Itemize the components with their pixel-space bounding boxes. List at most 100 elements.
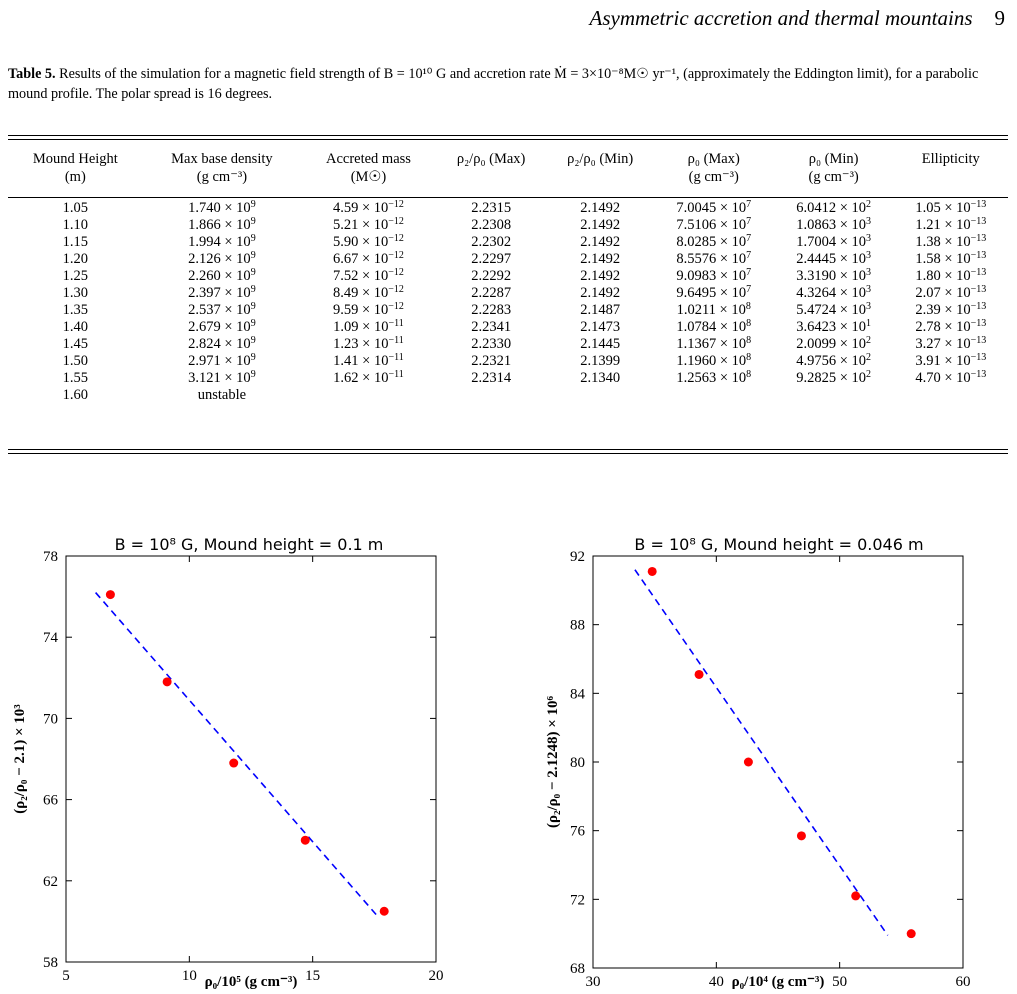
- results-table: Mound Height (m) Max base density (g cm⁻³)…: [8, 150, 1008, 404]
- table-row: 1.30 2.397 × 109 8.49 × 10−12 2.2287 2.1492 9…: [8, 285, 1008, 302]
- table-cell: 2.260 × 109: [188, 267, 256, 285]
- table-cell: 1.55: [62, 370, 88, 386]
- y-tick-label: 80: [570, 755, 585, 771]
- table-cell: 6.0412 × 102: [796, 199, 872, 217]
- table-cell: 1.15: [62, 234, 88, 250]
- table-cell: 2.2292: [471, 268, 512, 284]
- table-cell: 3.27 × 10−13: [915, 335, 987, 353]
- chart-title: B = 10⁸ G, Mound height = 0.1 m: [115, 535, 384, 554]
- running-title: Asymmetric accretion and thermal mountai…: [589, 6, 973, 30]
- table-cell: 7.5106 × 107: [676, 216, 752, 234]
- plot-frame: [592, 555, 964, 969]
- table-cell: 6.67 × 10−12: [332, 250, 404, 268]
- axis-ticks: 5 10 15 20 58 62 66 70 74 78: [43, 549, 444, 984]
- table-row: 1.15 1.994 × 109 5.90 × 10−12 2.2302 2.1492 8…: [8, 234, 1008, 251]
- data-point: [647, 566, 657, 576]
- table-row: 1.50 2.971 × 109 1.41 × 10−11 2.2321 2.1399 1…: [8, 353, 1008, 370]
- table-cell: 7.52 × 10−12: [332, 267, 404, 285]
- table-cell: 1.866 × 109: [188, 216, 256, 234]
- table-cell: 1.05 × 10−13: [915, 199, 987, 217]
- y-tick-label: 76: [570, 824, 586, 840]
- table-cell: 2.2330: [471, 336, 512, 352]
- table-cell: 1.41 × 10−11: [333, 352, 404, 370]
- data-marks: [634, 566, 916, 939]
- data-point: [300, 835, 310, 845]
- x-axis-label: ρ₀/10⁵ (g cm⁻³): [205, 974, 298, 990]
- table-cell: 1.35: [62, 302, 88, 318]
- data-point: [105, 590, 115, 600]
- table-cell: 2.824 × 109: [188, 335, 256, 353]
- table-cell: 1.62 × 10−11: [333, 369, 404, 387]
- table-cell: 2.1492: [580, 200, 621, 216]
- table-cell: [774, 387, 894, 404]
- x-tick-label: 60: [956, 974, 971, 990]
- table-cell: 2.2314: [471, 370, 512, 386]
- data-point: [694, 669, 704, 679]
- y-tick-label: 62: [43, 874, 58, 890]
- table-row: 1.60 unstable: [8, 387, 1008, 404]
- table-cell: [436, 387, 547, 404]
- col-header: Ellipticity: [921, 151, 980, 167]
- table-cell: 1.10: [62, 217, 88, 233]
- table-cell: 2.1487: [580, 302, 621, 318]
- x-tick-label: 30: [586, 974, 601, 990]
- table-cell: 5.21 × 10−12: [332, 216, 404, 234]
- col-header: ρ₂/ρ₀ (Min): [567, 151, 634, 167]
- table-cell: 1.0211 × 108: [676, 301, 751, 319]
- table-header-rule: [8, 197, 1008, 198]
- table-cell: 1.1960 × 108: [676, 352, 752, 370]
- table-cell: 1.40: [62, 319, 88, 335]
- table-cell: 1.05: [62, 200, 88, 216]
- y-tick-label: 68: [570, 961, 585, 977]
- table-cell: 1.80 × 10−13: [915, 267, 987, 285]
- table-cell: 1.38 × 10−13: [915, 233, 987, 251]
- caption-text: Results of the simulation for a magnetic…: [8, 66, 979, 102]
- table-cell: 9.2825 × 102: [796, 369, 872, 387]
- table-cell: 2.2283: [471, 302, 512, 318]
- table-cell: 4.9756 × 102: [796, 352, 872, 370]
- table-cell: 1.09 × 10−11: [333, 318, 404, 336]
- table-cell: 2.2302: [471, 234, 512, 250]
- table-cell: 2.126 × 109: [188, 250, 256, 268]
- x-tick-label: 20: [429, 968, 444, 984]
- table-cell: 1.30: [62, 285, 88, 301]
- table-top-rule-2: [8, 139, 1008, 140]
- y-tick-label: 66: [43, 793, 59, 809]
- y-tick-label: 72: [570, 892, 585, 908]
- table-cell: 2.2287: [471, 285, 512, 301]
- table-cell: 2.1492: [580, 285, 621, 301]
- chart-mound-0.1m: B = 10⁸ G, Mound height = 0.1 m 5 10 15 205…: [12, 535, 444, 990]
- table-cell: 1.20: [62, 251, 88, 267]
- axis-ticks: 30 40 50 60 68 72 76 80 84 88 92: [570, 549, 971, 990]
- table-cell: 2.1473: [580, 319, 621, 335]
- table-cell: [894, 387, 1008, 404]
- table-cell: 9.6495 × 107: [676, 284, 752, 302]
- data-point: [379, 906, 389, 916]
- table-cell: 3.6423 × 101: [796, 318, 872, 336]
- table-cell: 1.45: [62, 336, 88, 352]
- y-tick-label: 78: [43, 549, 58, 565]
- table-header-row: Mound Height (m) Max base density (g cm⁻³)…: [8, 150, 1008, 194]
- page-number: 9: [994, 6, 1006, 30]
- table-cell: 4.70 × 10−13: [915, 369, 987, 387]
- table-cell: [654, 387, 774, 404]
- data-point: [229, 758, 239, 768]
- table-top-rule: [8, 135, 1008, 136]
- table-cell: 2.78 × 10−13: [915, 318, 987, 336]
- table-cell: 4.59 × 10−12: [332, 199, 404, 217]
- table-cell: 3.3190 × 103: [796, 267, 872, 285]
- y-tick-label: 84: [570, 686, 586, 702]
- table-cell: 2.1399: [580, 353, 621, 369]
- fit-line: [634, 569, 889, 936]
- table-cell: 9.0983 × 107: [676, 267, 752, 285]
- x-axis-label: ρ₀/10⁴ (g cm⁻³): [732, 974, 825, 990]
- data-point: [796, 831, 806, 841]
- table-row: 1.10 1.866 × 109 5.21 × 10−12 2.2308 2.1492 7…: [8, 217, 1008, 234]
- col-header: Accreted mass (M☉): [325, 151, 411, 185]
- table-cell: 1.994 × 109: [188, 233, 256, 251]
- table-cell: 2.2308: [471, 217, 512, 233]
- plot-frame: [65, 555, 437, 963]
- table-cell: 1.60: [62, 387, 88, 403]
- table-cell: 9.59 × 10−12: [332, 301, 404, 319]
- table-cell: 3.91 × 10−13: [915, 352, 987, 370]
